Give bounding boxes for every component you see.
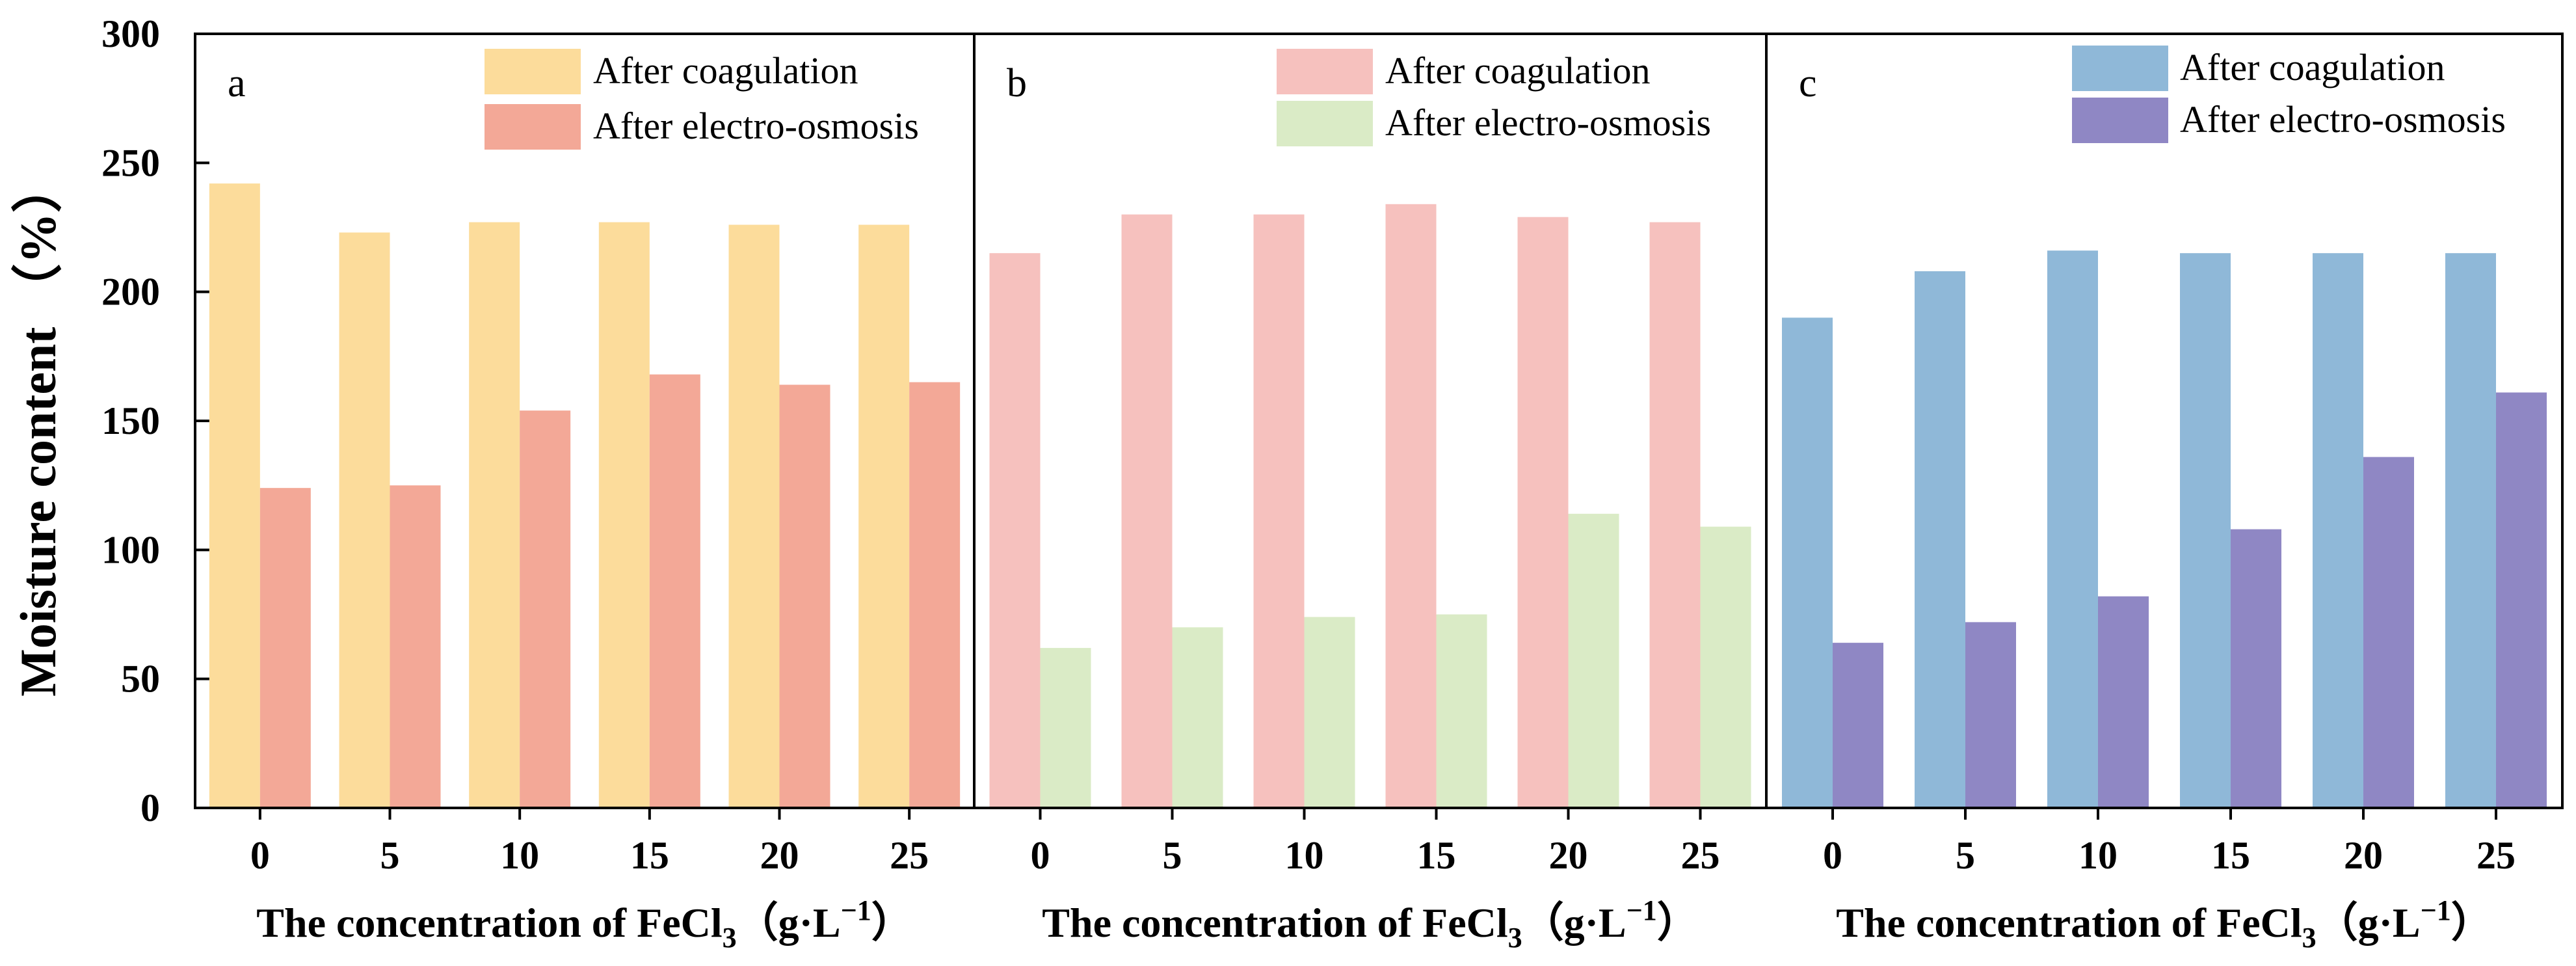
y-axis-label: Moisture content （%） (10, 162, 66, 697)
bar-a-coagulation-20 (728, 224, 780, 808)
x-tick-label: 5 (1163, 834, 1182, 877)
chart-panel-b: 0 5 10 15 20 25 b After coagulation After electr… (973, 33, 1768, 954)
legend: After coagulation After electro-osmosis (485, 49, 919, 150)
x-tick-label: 15 (2211, 834, 2250, 877)
x-tick-label: 10 (2078, 834, 2118, 877)
x-tick-label: 25 (1681, 834, 1720, 877)
legend-label: After coagulation (1385, 49, 1650, 92)
bar-b-coagulation-25 (1649, 222, 1701, 809)
x-tick-label: 10 (500, 834, 539, 877)
x-tick-label: 0 (250, 834, 270, 877)
y-tick-label: 200 (101, 271, 160, 314)
x-tick-label: 0 (1031, 834, 1050, 877)
x-tick-label: 0 (1823, 834, 1842, 877)
y-tick-label: 250 (101, 141, 160, 184)
legend-swatch (485, 104, 581, 150)
panel-frame (973, 33, 1768, 809)
bar-b-electro-osmosis-15 (1436, 614, 1487, 808)
chart-panel-c: 0 5 10 15 20 25 c After coagulation After electr… (1765, 33, 2564, 954)
x-axis-label: The concentration of FeCl3（g·L−1） (1042, 894, 1698, 954)
chart-panels: 0 5 10 15 20 25 a After coagulation After electr… (194, 33, 2564, 954)
bar-a-coagulation-15 (598, 222, 650, 809)
panel-label: b (1007, 61, 1027, 105)
y-axis-ticks: 0 50 100 150 200 250 300 (101, 12, 209, 829)
legend-label: After electro-osmosis (593, 105, 919, 147)
x-axis-label: The concentration of FeCl3（g·L−1） (256, 894, 912, 954)
legend-label: After electro-osmosis (2180, 98, 2506, 141)
bar-c-electro-osmosis-10 (2098, 596, 2149, 808)
legend: After coagulation After electro-osmosis (1277, 49, 1711, 146)
bar-c-coagulation-15 (2180, 253, 2231, 809)
x-tick-label: 20 (1549, 834, 1588, 877)
bar-b-electro-osmosis-20 (1568, 513, 1619, 808)
legend-swatch (1277, 49, 1373, 94)
bar-b-coagulation-15 (1385, 204, 1437, 808)
legend-swatch (2072, 98, 2168, 143)
panel-frame (194, 33, 976, 809)
bar-b-coagulation-0 (989, 253, 1041, 809)
bar-c-electro-osmosis-0 (1833, 643, 1883, 808)
x-axis-label: The concentration of FeCl3（g·L−1） (1836, 894, 2492, 954)
x-tick-label: 25 (2476, 834, 2516, 877)
bar-c-electro-osmosis-5 (1965, 622, 2016, 808)
bar-b-coagulation-20 (1517, 217, 1569, 809)
legend-swatch (485, 49, 581, 94)
bar-a-electro-osmosis-10 (520, 410, 571, 808)
bar-a-coagulation-0 (209, 183, 260, 809)
x-tick-label: 20 (2344, 834, 2383, 877)
x-tick-label: 10 (1285, 834, 1324, 877)
y-tick-label: 50 (121, 658, 160, 701)
bar-a-electro-osmosis-15 (649, 374, 700, 808)
bar-a-electro-osmosis-20 (779, 384, 830, 808)
x-tick-label: 20 (760, 834, 799, 877)
bar-a-coagulation-5 (339, 232, 390, 808)
bar-b-electro-osmosis-10 (1304, 617, 1355, 808)
bar-c-electro-osmosis-15 (2231, 529, 2281, 808)
bar-a-coagulation-25 (858, 224, 910, 808)
legend-swatch (1277, 101, 1373, 146)
x-tick-label: 5 (380, 834, 400, 877)
x-tick-label: 5 (1956, 834, 1975, 877)
bar-c-coagulation-20 (2313, 253, 2363, 809)
bar-b-coagulation-5 (1121, 214, 1173, 809)
bar-b-electro-osmosis-0 (1040, 648, 1091, 808)
bar-c-electro-osmosis-20 (2363, 457, 2414, 808)
bar-b-electro-osmosis-5 (1172, 627, 1223, 808)
bar-a-electro-osmosis-25 (909, 382, 961, 808)
bar-c-electro-osmosis-25 (2496, 392, 2547, 808)
panel-label: a (228, 61, 246, 105)
x-tick-label: 25 (890, 834, 929, 877)
legend-swatch (2072, 46, 2168, 91)
panel-frame (1765, 33, 2564, 809)
x-tick-label: 15 (630, 834, 669, 877)
bar-a-electro-osmosis-5 (390, 485, 441, 808)
bar-a-coagulation-10 (469, 222, 520, 809)
bar-b-coagulation-10 (1253, 214, 1305, 809)
legend-label: After coagulation (593, 49, 858, 92)
panel-label: c (1799, 61, 1817, 105)
bar-c-coagulation-25 (2445, 253, 2496, 809)
legend-label: After coagulation (2180, 46, 2445, 88)
bar-c-coagulation-10 (2047, 250, 2098, 808)
y-tick-label: 100 (101, 528, 160, 571)
bar-c-coagulation-0 (1782, 317, 1833, 808)
y-tick-label: 150 (101, 399, 160, 442)
y-tick-label: 300 (101, 12, 160, 55)
x-tick-label: 15 (1417, 834, 1456, 877)
chart-panel-a: 0 5 10 15 20 25 a After coagulation After electr… (194, 33, 976, 954)
y-tick-label: 0 (140, 786, 160, 829)
legend-label: After electro-osmosis (1385, 101, 1711, 144)
legend: After coagulation After electro-osmosis (2072, 46, 2506, 143)
bar-a-electro-osmosis-0 (259, 488, 311, 808)
bar-c-coagulation-5 (1915, 271, 1965, 808)
bar-b-electro-osmosis-25 (1700, 526, 1751, 808)
